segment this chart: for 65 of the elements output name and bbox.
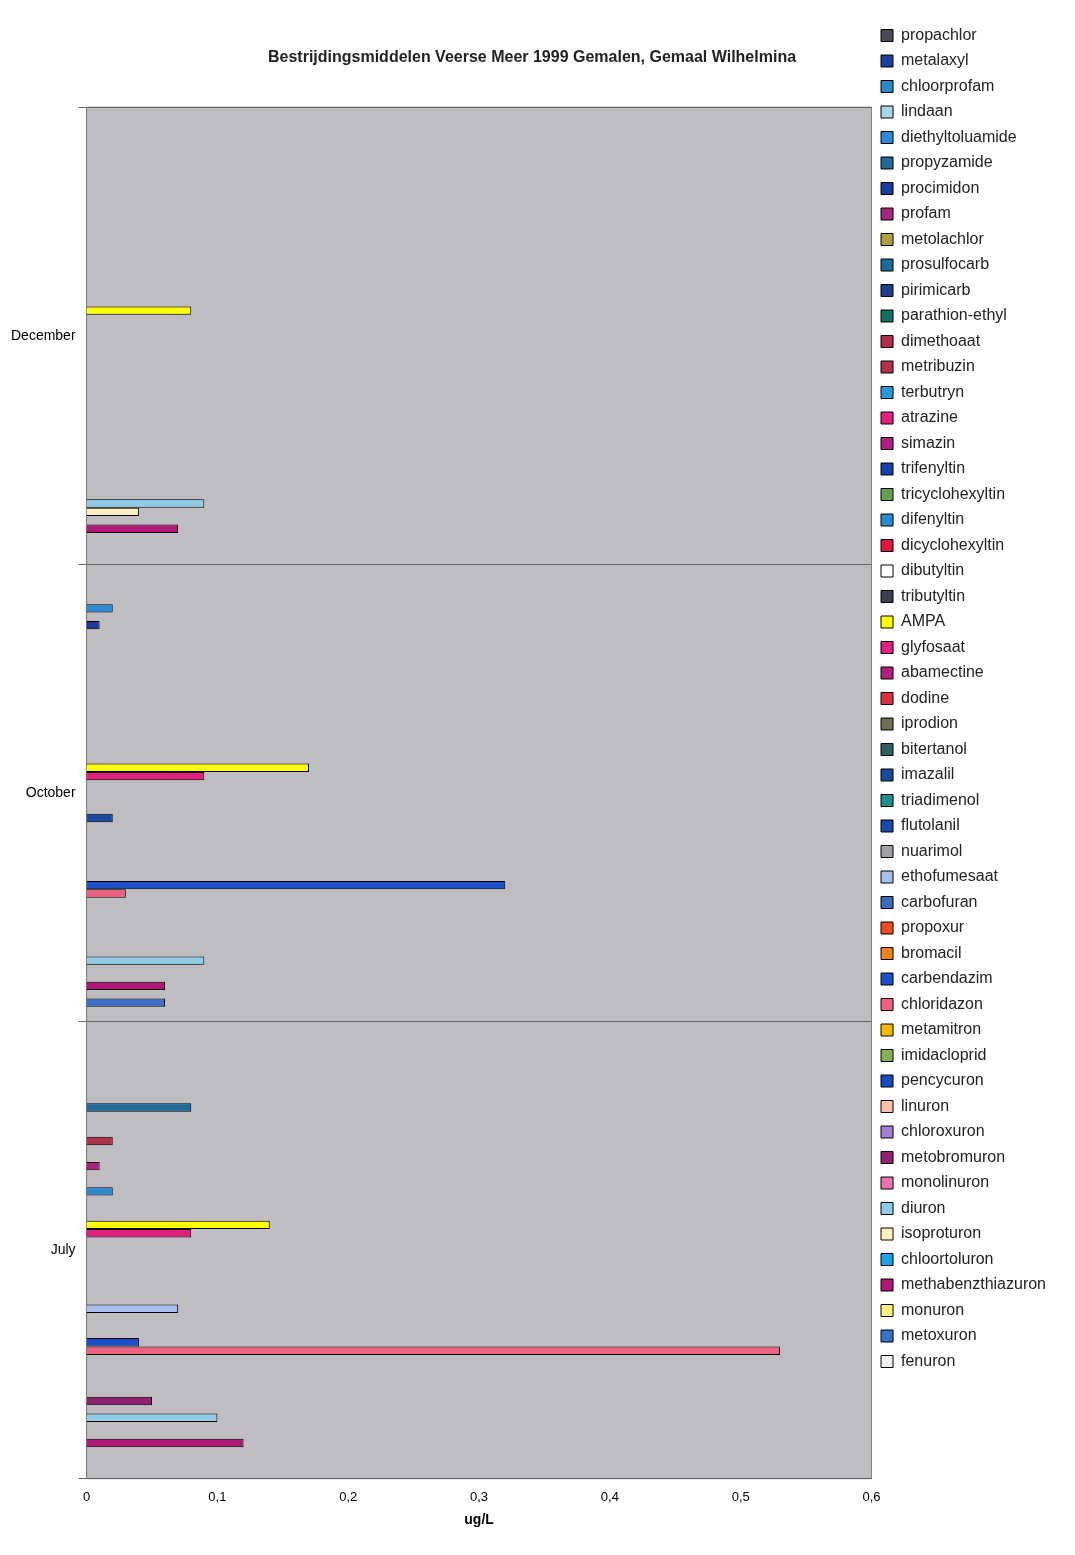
legend-label: nuarimol (901, 841, 963, 859)
x-axis-title: ug/L (464, 1511, 495, 1528)
legend-label: dicyclohexyltin (901, 535, 1005, 553)
legend-label: chloortoluron (901, 1249, 994, 1267)
legend-label: prosulfocarb (901, 255, 990, 273)
legend-label: parathion-ethyl (901, 306, 1007, 324)
legend-label: dodine (901, 688, 950, 706)
legend-label: carbendazim (901, 969, 993, 987)
legend-label: lindaan (901, 102, 953, 120)
legend-label: monuron (901, 1300, 965, 1318)
legend-label: metamitron (901, 1020, 982, 1038)
legend-label: tricyclohexyltin (901, 484, 1006, 502)
legend-label: methabenzthiazuron (901, 1275, 1046, 1293)
legend-label: flutolanil (901, 816, 960, 834)
legend-label: pirimicarb (901, 280, 971, 298)
legend-label: difenyltin (901, 510, 965, 528)
legend-label: propyzamide (901, 153, 993, 171)
legend-label: ethofumesaat (901, 867, 999, 885)
x-tick-label: 0,6 (862, 1488, 881, 1504)
x-tick-label: 0,5 (731, 1488, 750, 1504)
x-tick-label: 0,3 (470, 1488, 489, 1504)
legend-label: propoxur (901, 918, 965, 936)
legend-label: pencycuron (901, 1071, 984, 1089)
legend-label: fenuron (901, 1351, 956, 1369)
legend-label: monolinuron (901, 1173, 990, 1191)
legend-label: bromacil (901, 943, 962, 961)
legend-label: chloroxuron (901, 1122, 985, 1140)
x-tick-label: 0,1 (208, 1488, 227, 1504)
legend-label: triadimenol (901, 790, 980, 808)
legend-label: chloridazon (901, 994, 983, 1012)
y-tick-label: July (50, 1240, 76, 1257)
legend-label: terbutryn (901, 382, 965, 400)
x-tick-label: 0,2 (339, 1488, 358, 1504)
legend-label: metribuzin (901, 357, 975, 375)
legend-label: dimethoaat (901, 331, 981, 349)
legend-label: simazin (901, 433, 956, 451)
y-tick-label: October (25, 783, 76, 800)
legend-label: propachlor (901, 25, 978, 43)
legend-label: chloorprofam (901, 76, 995, 94)
legend-label: dibutyltin (901, 561, 965, 579)
legend-label: tributyltin (901, 586, 966, 604)
chart-title: Bestrijdingsmiddelen Veerse Meer 1999 Gemalen, Gemaal Wilhelmina (267, 48, 797, 66)
legend-label: diuron (901, 1198, 946, 1216)
legend-label: bitertanol (901, 739, 967, 757)
legend-label: profam (901, 204, 951, 222)
x-tick-label: 0,4 (600, 1488, 619, 1504)
legend-label: isoproturon (901, 1224, 982, 1242)
legend-label: metalaxyl (901, 51, 969, 69)
y-tick-label: December (10, 326, 76, 343)
legend-label: imidacloprid (901, 1045, 987, 1063)
legend-label: imazalil (901, 765, 955, 783)
legend-label: trifenyltin (901, 459, 966, 477)
legend-label: procimidon (901, 178, 980, 196)
legend-label: iprodion (901, 714, 958, 732)
legend-label: metolachlor (901, 229, 985, 247)
legend-label: glyfosaat (901, 637, 966, 655)
legend-label: AMPA (901, 612, 946, 630)
legend-label: atrazine (901, 408, 959, 426)
legend-label: diethyltoluamide (901, 127, 1017, 145)
x-tick-label: 0 (82, 1488, 91, 1504)
legend-label: metoxuron (901, 1326, 977, 1344)
legend-label: carbofuran (901, 892, 978, 910)
legend-label: metobromuron (901, 1147, 1006, 1165)
legend-label: abamectine (901, 663, 984, 681)
legend-label: linuron (901, 1096, 950, 1114)
